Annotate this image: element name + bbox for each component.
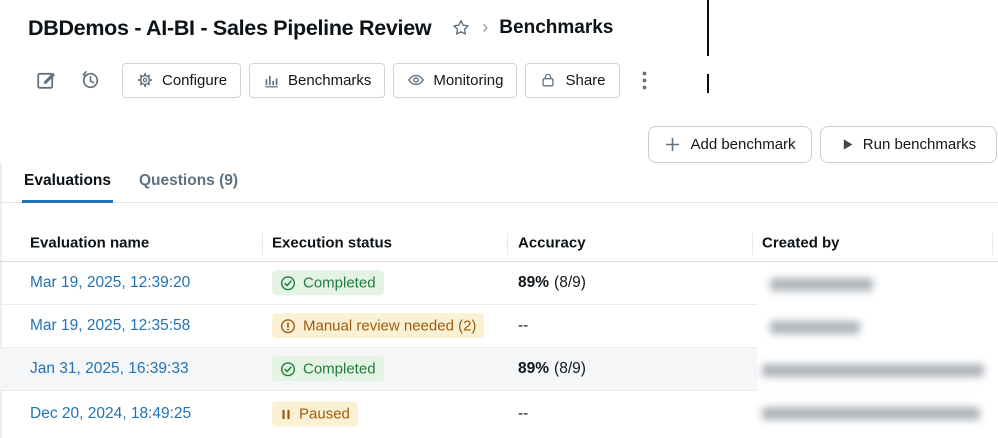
- share-button-label: Share: [565, 71, 606, 89]
- check-circle-icon: [280, 361, 296, 376]
- column-header-evaluation-name: Evaluation name: [30, 234, 150, 252]
- column-header-accuracy: Accuracy: [518, 234, 586, 252]
- add-benchmark-label: Add benchmark: [690, 136, 796, 153]
- share-button[interactable]: Share: [525, 62, 620, 98]
- status-badge-label: Paused: [299, 405, 350, 423]
- breadcrumb-chevron-icon: ›: [482, 16, 489, 37]
- accuracy-value: --: [518, 317, 528, 335]
- configure-button[interactable]: Configure: [122, 62, 242, 98]
- pause-icon: [282, 409, 290, 419]
- star-outline-icon: [453, 20, 470, 35]
- monitoring-button[interactable]: Monitoring: [393, 62, 518, 98]
- accuracy-detail: (8/9): [554, 274, 586, 291]
- accuracy-detail: (8/9): [554, 360, 586, 377]
- favorite-star-button[interactable]: [451, 18, 471, 38]
- created-by-redaction-overlay: [757, 263, 998, 438]
- status-badge-label: Completed: [303, 274, 376, 292]
- run-benchmarks-button[interactable]: Run benchmarks: [820, 126, 997, 163]
- benchmarks-button[interactable]: Benchmarks: [249, 62, 386, 98]
- play-icon: [843, 139, 853, 150]
- accuracy-percent: 89%: [518, 274, 550, 291]
- status-badge-label: Manual review needed (2): [303, 317, 477, 335]
- table-row[interactable]: Mar 19, 2025, 12:39:20 Completed 89% (8/9…: [0, 262, 998, 305]
- table-row[interactable]: Dec 20, 2024, 18:49:25 Paused --: [0, 391, 998, 437]
- breadcrumb-current: Benchmarks: [499, 17, 614, 38]
- status-badge: Manual review needed (2): [272, 313, 485, 339]
- redacted-text: [762, 364, 984, 377]
- toolbar: Configure Benchmarks Monitoring Share: [34, 62, 653, 98]
- evaluation-link[interactable]: Mar 19, 2025, 12:35:58: [30, 317, 191, 334]
- evaluation-link[interactable]: Dec 20, 2024, 18:49:25: [30, 405, 192, 422]
- evaluation-link[interactable]: Jan 31, 2025, 16:39:33: [30, 360, 189, 377]
- accuracy-detail: --: [518, 405, 529, 422]
- bar-chart-icon: [265, 75, 278, 87]
- monitoring-button-label: Monitoring: [433, 71, 504, 89]
- check-circle-icon: [280, 275, 296, 290]
- column-resize-handle[interactable]: [752, 233, 753, 255]
- tab-evaluations[interactable]: Evaluations: [22, 172, 113, 203]
- redacted-text: [762, 407, 980, 420]
- edit-icon: [37, 72, 55, 89]
- lock-icon: [542, 73, 555, 87]
- tab-questions[interactable]: Questions (9): [139, 172, 239, 189]
- accuracy-percent: 89%: [518, 360, 550, 377]
- kebab-menu-icon: [642, 71, 646, 89]
- panel-edge-divider: [0, 163, 2, 438]
- eye-icon: [408, 74, 425, 86]
- column-resize-handle[interactable]: [992, 233, 993, 255]
- status-badge: Paused: [272, 401, 358, 427]
- page-title: DBDemos - AI-BI - Sales Pipeline Review: [28, 15, 432, 40]
- history-button[interactable]: [78, 68, 102, 92]
- configure-button-label: Configure: [162, 71, 228, 89]
- plus-icon: [666, 137, 680, 152]
- column-header-created-by: Created by: [762, 234, 840, 252]
- tabs-divider: [0, 202, 998, 203]
- warning-circle-icon: [280, 318, 296, 333]
- benchmarks-button-label: Benchmarks: [288, 71, 372, 89]
- run-benchmarks-label: Run benchmarks: [862, 136, 977, 153]
- status-badge: Completed: [272, 356, 384, 382]
- column-resize-handle[interactable]: [262, 233, 263, 255]
- history-icon: [82, 71, 99, 89]
- evaluation-link[interactable]: Mar 19, 2025, 12:39:20: [30, 274, 191, 291]
- overflow-menu-button[interactable]: [636, 68, 653, 92]
- redacted-text: [770, 278, 873, 291]
- redacted-text: [770, 321, 860, 334]
- tab-bar: Evaluations Questions (9): [22, 172, 240, 203]
- breadcrumb: DBDemos - AI-BI - Sales Pipeline Review …: [28, 12, 613, 44]
- gear-icon: [138, 73, 152, 87]
- add-benchmark-button[interactable]: Add benchmark: [648, 126, 812, 163]
- column-header-execution-status: Execution status: [272, 234, 393, 252]
- accuracy-detail: --: [518, 317, 529, 334]
- accuracy-value: 89% (8/9): [518, 360, 586, 378]
- table-header-row: Evaluation name Execution status Accurac…: [0, 225, 998, 262]
- status-badge: Completed: [272, 270, 384, 296]
- cursor-artifact: [707, 0, 709, 56]
- table-row[interactable]: Mar 19, 2025, 12:35:58 Manual review nee…: [0, 305, 998, 348]
- status-badge-label: Completed: [303, 360, 376, 378]
- column-resize-handle[interactable]: [507, 233, 508, 255]
- accuracy-value: --: [518, 405, 528, 423]
- edit-button[interactable]: [34, 68, 58, 92]
- cursor-artifact: [707, 74, 709, 93]
- accuracy-value: 89% (8/9): [518, 274, 586, 292]
